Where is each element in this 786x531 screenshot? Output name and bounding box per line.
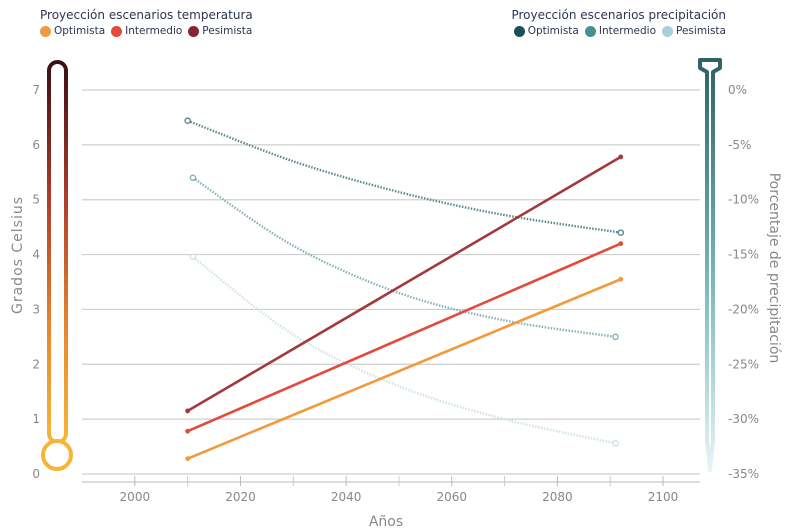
precipitation-line-optimista (187, 119, 621, 234)
precipitation-series (184, 117, 625, 447)
temperature-point-pesimista (185, 408, 191, 414)
temperature-line-intermedio (186, 242, 623, 433)
y-left-tick-label: 4 (32, 248, 40, 262)
y-right-tick-label: -20% (728, 302, 759, 316)
y-right-tick-label: -30% (728, 412, 759, 426)
y-axis-right-label: Porcentaje de precipitación (766, 173, 782, 364)
x-axis: 2000 2020 2040 2060 2080 2100 (82, 476, 700, 504)
y-left-tick-label: 5 (32, 193, 40, 207)
legend-dot-icon (662, 25, 674, 37)
legend-label: Optimista (54, 25, 106, 37)
x-tick-label: 2100 (648, 490, 679, 504)
temperature-legend-title: Proyección escenarios temperatura (40, 8, 253, 22)
legend-item-temp-pesimista: Pesimista (188, 25, 252, 37)
y-right-tick-label: -35% (728, 467, 759, 481)
x-tick-label: 2040 (331, 490, 362, 504)
precipitation-point-optimista (184, 117, 191, 125)
raindrop-icon (698, 58, 722, 472)
y-left-tick-label: 1 (32, 412, 40, 426)
legend-label: Intermedio (125, 25, 183, 37)
y-right-tick-label: -5% (728, 138, 751, 152)
y-left-tick-label: 7 (32, 83, 40, 97)
legend-dot-icon (188, 25, 200, 37)
thermometer-icon (41, 60, 73, 471)
y-right-tick-label: -10% (728, 193, 759, 207)
x-axis-label: Años (369, 514, 403, 530)
y-axis-left-label: Grados Celsius (10, 196, 26, 314)
legend-dot-icon (584, 25, 596, 37)
y-axis-left: 0 1 2 3 4 5 6 7 (32, 83, 40, 481)
temperature-point-optimista (185, 456, 191, 462)
y-left-tick-label: 0 (32, 467, 40, 481)
grid (82, 89, 700, 475)
legend-dot-icon (513, 25, 525, 37)
temperature-series (185, 154, 624, 462)
precipitation-point-optimista (617, 229, 625, 236)
temperature-point-pesimista (618, 154, 624, 160)
legend-label: Optimista (527, 25, 579, 37)
x-tick-label: 2060 (436, 490, 467, 504)
legend-dot-icon (111, 25, 123, 37)
temperature-line-optimista (186, 277, 623, 460)
x-tick-label: 2080 (542, 490, 573, 504)
y-left-tick-label: 3 (32, 302, 40, 316)
legend-item-temp-optimista: Optimista (40, 25, 105, 37)
precipitation-legend: Proyección escenarios precipitación Opti… (511, 8, 726, 37)
temperature-point-intermedio (185, 428, 191, 434)
temperature-line-pesimista (186, 155, 623, 413)
y-right-tick-label: 0% (728, 83, 747, 97)
precipitation-point-intermedio (612, 333, 619, 341)
x-tick-label: 2000 (120, 490, 151, 504)
legend-dot-icon (40, 25, 51, 37)
y-left-tick-label: 6 (32, 138, 40, 152)
y-left-tick-label: 2 (32, 357, 40, 371)
precipitation-point-pesimista (612, 439, 619, 447)
legend-label: Pesimista (676, 25, 726, 37)
legend-label: Pesimista (202, 25, 253, 37)
precipitation-point-intermedio (189, 174, 197, 182)
y-axis-right: 0% -5% -10% -15% -20% -25% -30% -35% (728, 83, 759, 481)
precipitation-line-intermedio (192, 176, 616, 339)
temperature-point-intermedio (618, 241, 624, 247)
legend-label: Intermedio (598, 25, 657, 37)
y-right-tick-label: -15% (728, 248, 759, 262)
precipitation-legend-title: Proyección escenarios precipitación (511, 8, 726, 22)
legend-item-prec-pesimista: Pesimista (662, 25, 726, 37)
legend-item-prec-intermedio: Intermedio (584, 25, 657, 37)
temperature-legend: Proyección escenarios temperatura Optimi… (40, 8, 253, 37)
precipitation-line-pesimista (192, 255, 616, 445)
legend-item-temp-intermedio: Intermedio (111, 25, 182, 37)
temperature-point-optimista (618, 276, 624, 282)
y-right-tick-label: -25% (728, 357, 759, 371)
precipitation-point-pesimista (189, 253, 197, 261)
legend-item-prec-optimista: Optimista (513, 25, 579, 37)
x-tick-label: 2020 (225, 490, 256, 504)
